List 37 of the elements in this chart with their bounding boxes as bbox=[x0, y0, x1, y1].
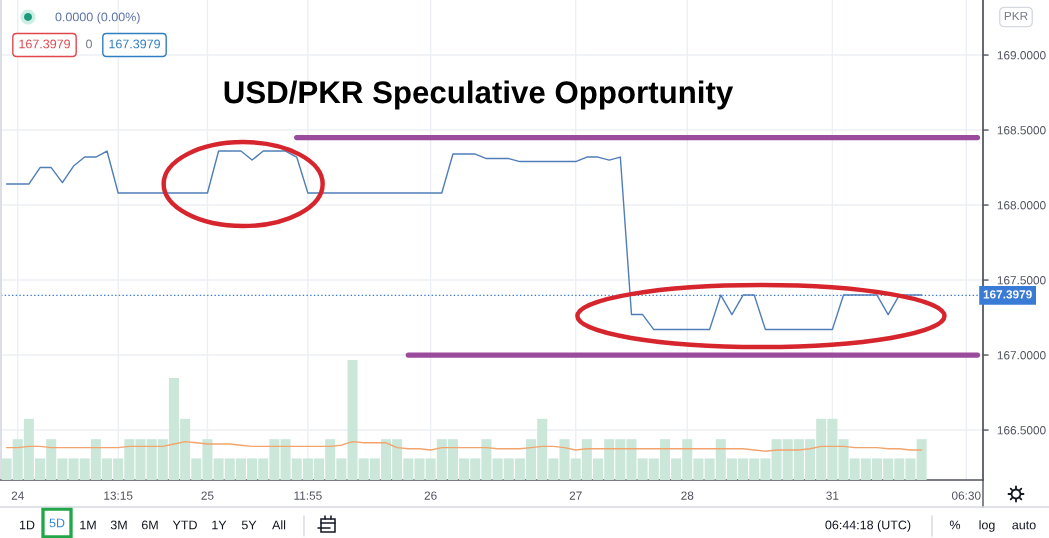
x-tick-label: 25 bbox=[201, 491, 214, 500]
y-tick-label: 168.5000 bbox=[997, 126, 1046, 135]
text: 1Y bbox=[212, 520, 227, 530]
text: 1D bbox=[19, 520, 35, 530]
y-axis-title: PKR bbox=[1004, 11, 1028, 21]
text: 5Y bbox=[241, 520, 257, 530]
x-tick-label: 26 bbox=[424, 491, 437, 500]
x-tick-label: 24 bbox=[11, 491, 24, 500]
text: 5D bbox=[49, 518, 65, 528]
y-tick-label: 169.0000 bbox=[997, 51, 1046, 60]
text: % bbox=[949, 520, 961, 530]
text: log bbox=[979, 520, 995, 532]
annotation: 0.0000 (0.00%) bbox=[55, 12, 140, 24]
annotation: 0 bbox=[86, 39, 92, 49]
x-tick-label: 27 bbox=[569, 491, 582, 500]
text: 3M bbox=[110, 520, 127, 530]
y-tick-label: 167.5000 bbox=[997, 276, 1046, 285]
x-tick-label: 31 bbox=[826, 491, 839, 500]
ref-line-label: 167.3979 bbox=[983, 290, 1032, 299]
annotation: 167.3979 bbox=[19, 39, 70, 49]
y-tick-label: 166.5000 bbox=[997, 426, 1046, 435]
x-tick-label: 11:55 bbox=[294, 491, 322, 500]
y-tick-label: 167.0000 bbox=[997, 351, 1046, 360]
text: YTD bbox=[172, 520, 197, 530]
text: All bbox=[272, 520, 286, 530]
annotation: 167.3979 bbox=[109, 39, 160, 49]
x-tick-label: 06:30 bbox=[951, 491, 981, 500]
x-tick-label: 13:15 bbox=[104, 491, 133, 500]
line-series bbox=[5, 150, 923, 331]
text: 6M bbox=[141, 520, 158, 530]
x-tick-label: 28 bbox=[681, 491, 694, 500]
text: auto bbox=[1012, 521, 1036, 530]
text: USD/PKR Speculative Opportunity bbox=[224, 80, 734, 110]
text: 1M bbox=[80, 520, 96, 530]
y-tick-label: 168.0000 bbox=[997, 201, 1046, 210]
bar bbox=[916, 439, 927, 480]
text: 06:44:18 (UTC) bbox=[825, 520, 911, 532]
